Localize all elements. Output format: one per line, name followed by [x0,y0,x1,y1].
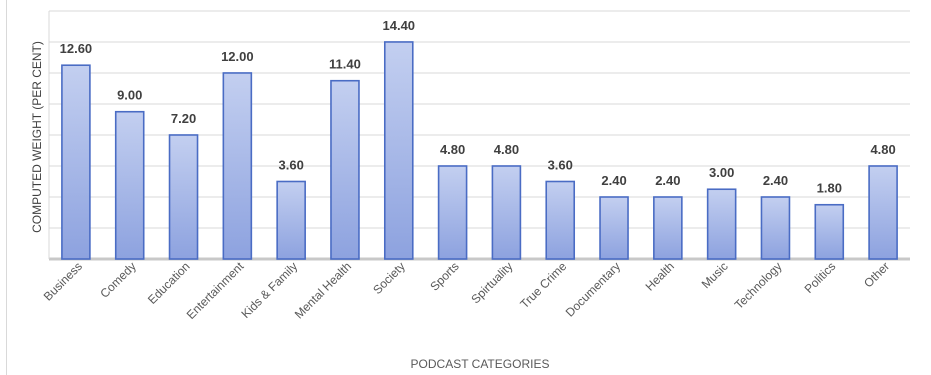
bar-politics [814,203,845,260]
bar-health [653,196,683,260]
x-tick-label: Spirtuality [468,259,515,306]
bar-other [868,165,898,260]
bar-kids-family [276,180,306,260]
data-label: 4.80 [494,142,519,157]
data-label: 4.80 [440,142,465,157]
x-tick-label: Education [145,259,193,307]
x-tick-label: Business [41,259,85,303]
data-label: 3.60 [279,157,304,172]
x-tick-label: Other [861,259,892,290]
bar-comedy [114,110,145,260]
x-tick-label: Society [370,259,408,297]
x-tick-label: True Crime [517,259,569,311]
data-label: 3.60 [548,157,573,172]
data-label: 14.40 [383,18,416,33]
data-label: 12.60 [60,41,93,56]
data-label: 11.40 [329,57,361,72]
data-label: 12.00 [221,49,254,64]
data-labels: 12.60 9.00 7.20 12.00 3.60 11.40 14.40 4.80 4.80… [60,18,896,196]
x-axis-title: PODCAST CATEGORIES [411,357,550,371]
data-label: 9.00 [117,88,142,103]
data-label: 3.00 [709,165,734,180]
x-tick-label: Health [643,259,677,293]
bar-business [61,64,91,260]
bar-technology [760,196,791,260]
x-tick-label: Sports [427,259,461,293]
bar-true-crime [545,180,576,260]
data-label: 1.80 [817,181,842,196]
x-tick-label: Music [699,259,731,291]
bar-music [706,188,737,260]
bar-sports [437,165,468,260]
bar-spirtuality [491,165,522,260]
bar-documentary [599,196,629,260]
x-tick-labels: Business Comedy EducationEntertainmentKids… [41,259,893,322]
x-tick-label: Technology [732,259,785,312]
x-tick-label: Mental Health [292,259,354,321]
x-tick-label: Comedy [97,259,138,300]
data-label: 2.40 [601,173,626,188]
chart-frame-left [6,0,7,375]
data-label: 4.80 [870,142,895,157]
y-axis-title: COMPUTED WEIGHT (PER CENT) [30,41,44,233]
x-tick-label: Documentary [563,259,623,319]
bar-entertainment [222,72,253,260]
bar-education [168,134,199,260]
bars [61,41,898,260]
bar-society [383,41,414,260]
x-tick-label: Entertainment [184,259,247,322]
x-tick-label: Politics [802,259,839,296]
data-label: 2.40 [763,173,788,188]
data-label: 7.20 [171,111,196,126]
data-label: 2.40 [655,173,680,188]
bar-mental-health [330,79,360,260]
